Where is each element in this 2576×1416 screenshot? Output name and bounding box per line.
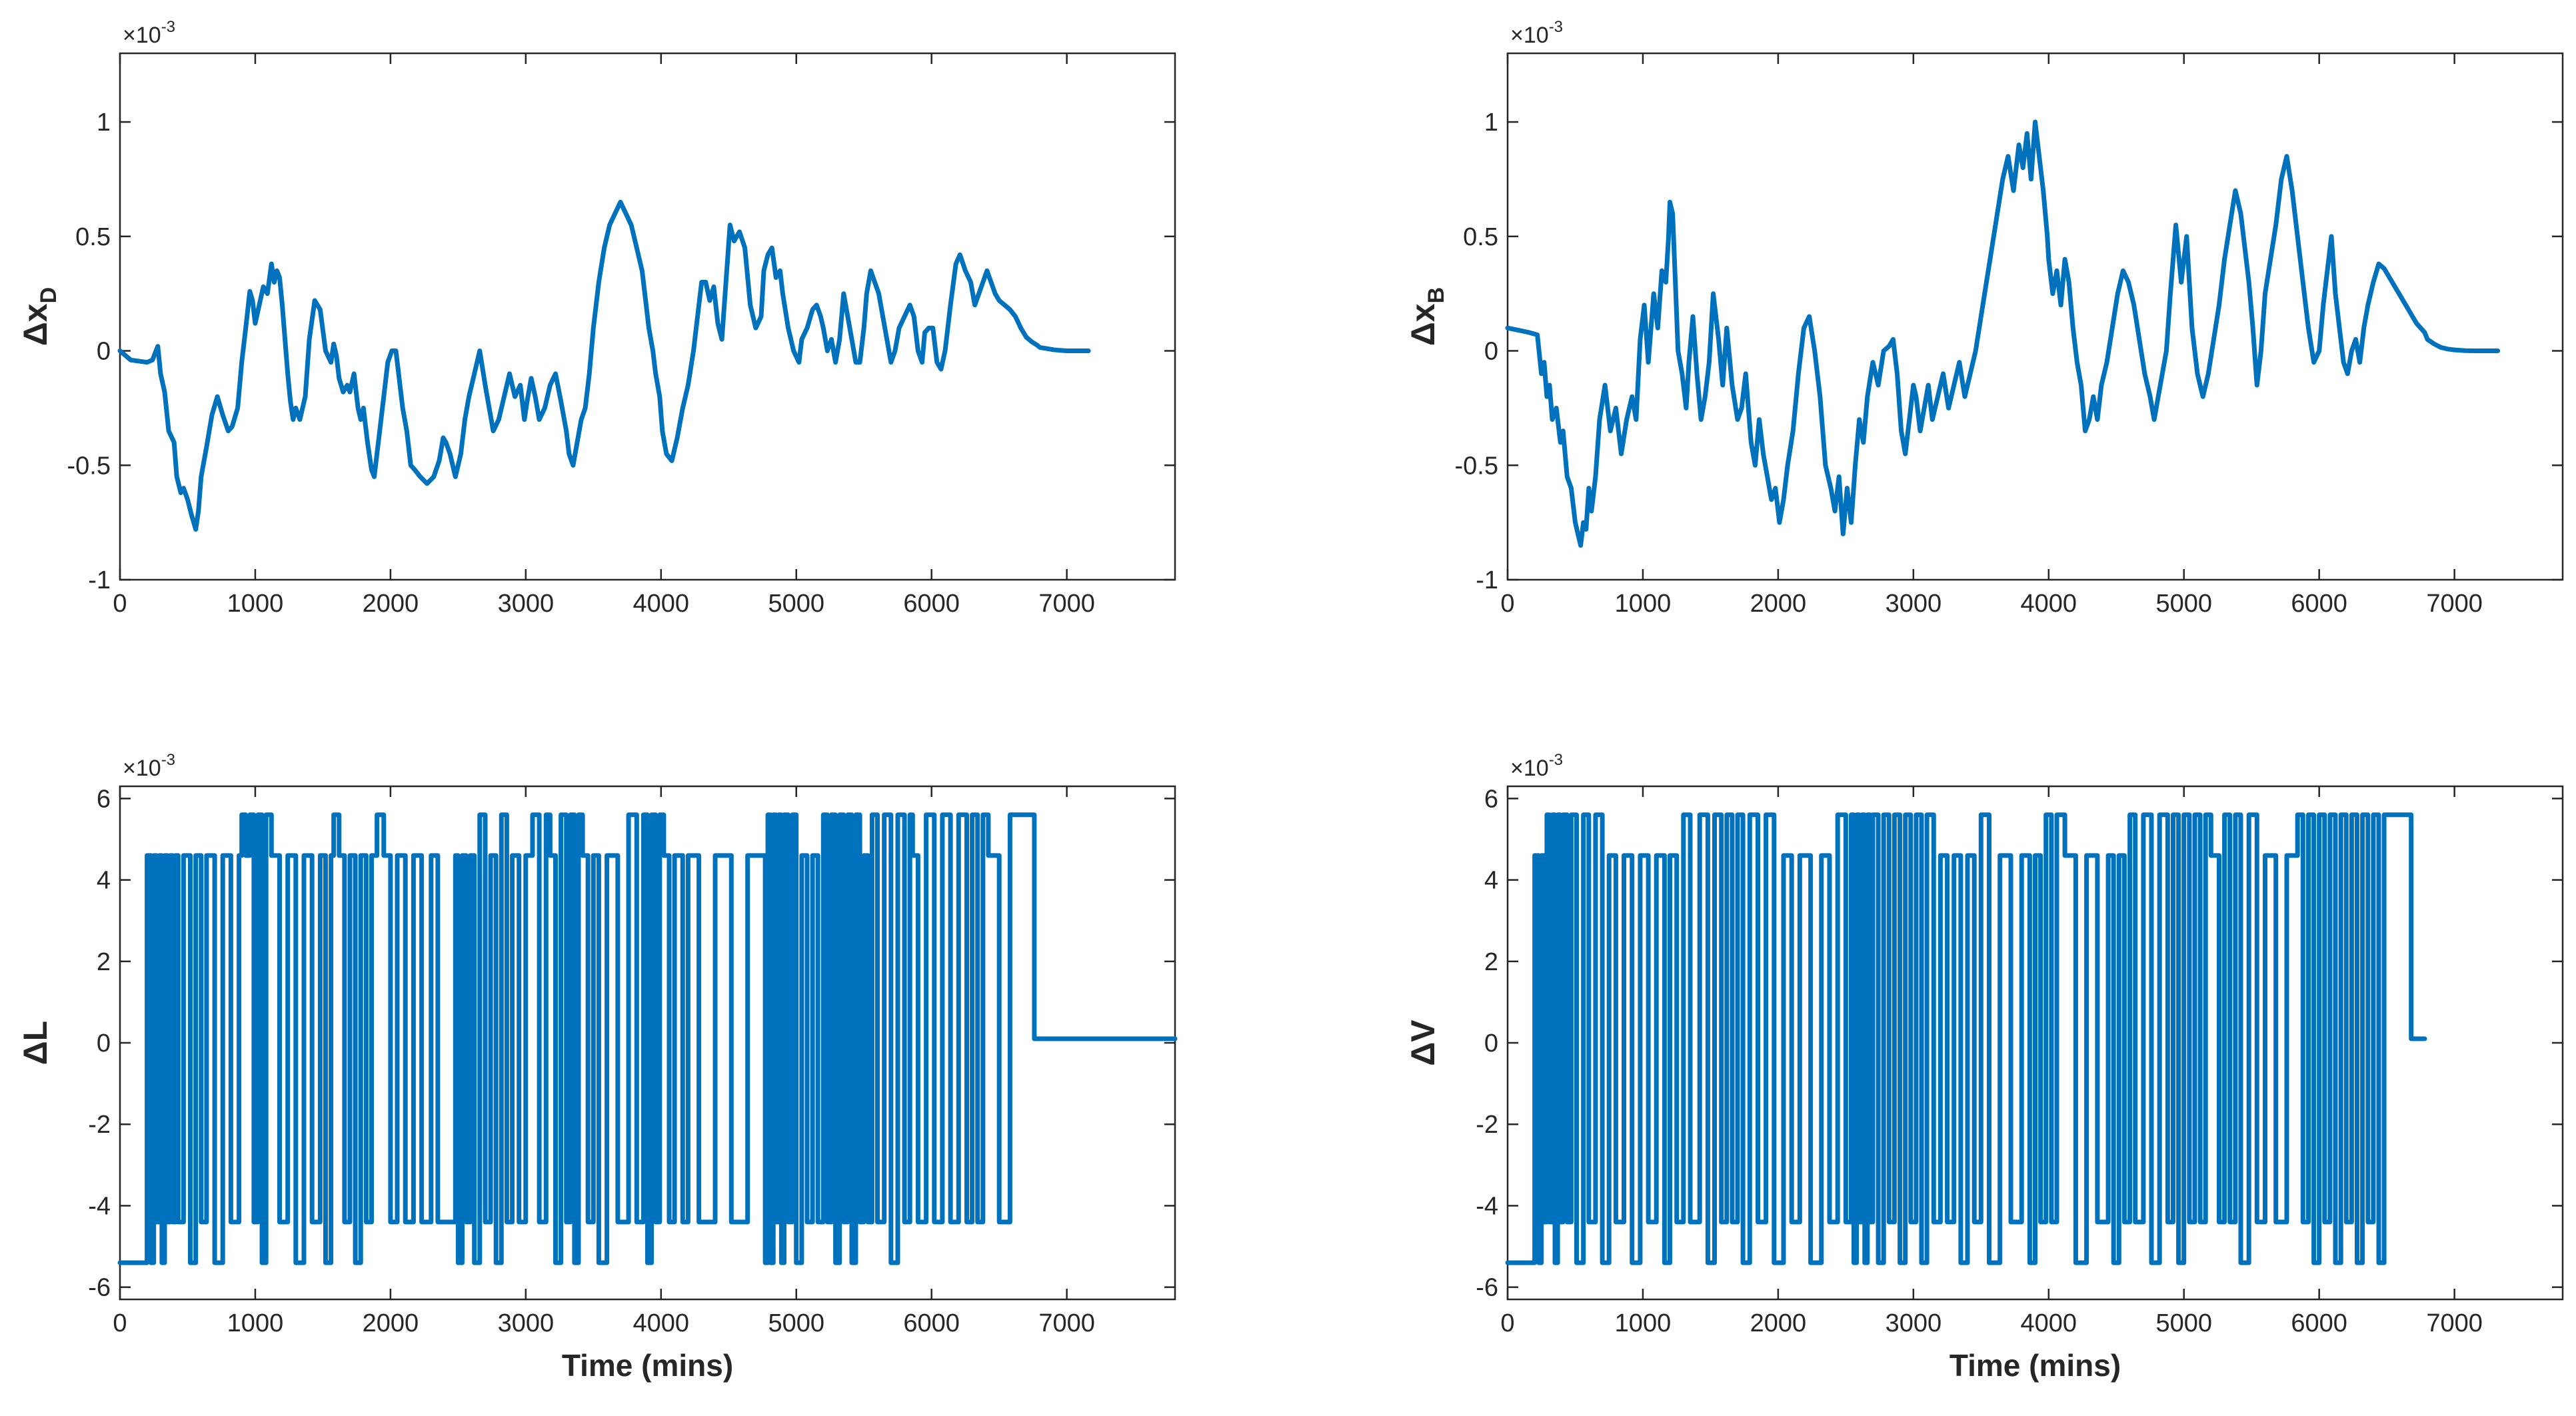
exponent-base: ×10 [1510, 23, 1549, 48]
x-tick-label: 6000 [903, 1309, 960, 1337]
y-tick-label: 4 [97, 867, 111, 895]
y-axis-label: ΔxB [1404, 287, 1449, 346]
exponent-base: ×10 [1510, 756, 1549, 781]
y-tick-label: 0 [97, 1030, 111, 1058]
x-tick-label: 1000 [227, 1309, 284, 1337]
y-axis-label: ΔV [1404, 1020, 1442, 1066]
y-axis-label-main: ΔL [17, 1021, 54, 1065]
series-line [1505, 812, 2427, 1265]
y-axis-label-subscript: D [36, 287, 61, 304]
x-tick-label: 5000 [2155, 590, 2212, 618]
y-axis-label-main: Δx [17, 303, 54, 346]
axis-exponent: ×10-3 [123, 751, 175, 781]
panel-delta-v: 0 1000 2000 3000 4000 5000 6000 7000 -6 -4 -2 0 2 4 6 ×… [1404, 751, 2564, 1383]
x-tick-label: 0 [113, 1309, 127, 1337]
y-axis-label: ΔxD [17, 287, 61, 346]
y-tick-label: -1 [88, 566, 111, 594]
y-tick-label: 0 [97, 338, 111, 366]
x-tick-label: 3000 [1886, 1309, 1942, 1337]
series-line [117, 812, 1178, 1265]
panel-delta-xb: 0 1000 2000 3000 4000 5000 6000 7000 -1 -0.5 0 0.5 1… [1404, 18, 2564, 618]
x-tick-label: 0 [1500, 590, 1514, 618]
x-axis-label: Time (mins) [1949, 1348, 2121, 1383]
x-tick-label: 4000 [633, 1309, 690, 1337]
y-tick-label: -2 [88, 1111, 111, 1139]
x-tick-label: 3000 [498, 1309, 555, 1337]
x-tick-label: 0 [1500, 1309, 1514, 1337]
y-tick-label: 4 [1484, 867, 1498, 895]
x-tick-label: 7000 [2426, 590, 2483, 618]
x-tick-label: 4000 [633, 590, 690, 618]
x-axis-label: Time (mins) [562, 1348, 733, 1383]
y-tick-label: -0.5 [67, 452, 111, 480]
y-tick-label: 1 [97, 109, 111, 137]
y-axis-label: ΔL [17, 1021, 54, 1065]
exponent-power: -3 [161, 751, 175, 769]
axis-exponent: ×10-3 [1510, 18, 1563, 48]
x-tick-label: 7000 [1038, 1309, 1095, 1337]
y-axis-label-main: ΔV [1404, 1020, 1442, 1066]
exponent-power: -3 [1549, 18, 1563, 36]
y-tick-label: -1 [1476, 566, 1498, 594]
x-tick-label: 3000 [1886, 590, 1942, 618]
y-tick-label: 2 [97, 948, 111, 976]
y-tick-label: 0.5 [1463, 223, 1498, 251]
x-tick-label: 3000 [498, 590, 555, 618]
x-tick-label: 2000 [1750, 1309, 1807, 1337]
y-axis-label-subscript: B [1424, 287, 1449, 304]
y-tick-label: -4 [88, 1192, 111, 1220]
x-tick-label: 7000 [1038, 590, 1095, 618]
series-line [1505, 119, 2501, 548]
exponent-power: -3 [161, 18, 175, 36]
y-tick-label: -6 [1476, 1274, 1498, 1302]
x-tick-label: 5000 [768, 1309, 824, 1337]
series-line [117, 199, 1091, 532]
x-tick-label: 6000 [903, 590, 960, 618]
x-tick-label: 2000 [363, 590, 419, 618]
exponent-power: -3 [1549, 751, 1563, 769]
x-tick-label: 7000 [2426, 1309, 2483, 1337]
y-tick-label: 6 [97, 785, 111, 813]
y-tick-label: 1 [1484, 109, 1498, 137]
panel-delta-l: 0 1000 2000 3000 4000 5000 6000 7000 -6 -4 -2 0 2 4 6 ×… [17, 751, 1178, 1383]
x-tick-label: 2000 [363, 1309, 419, 1337]
panel-delta-xd: 0 1000 2000 3000 4000 5000 6000 7000 -1 -0.5 0 0.5 1… [17, 18, 1176, 618]
y-tick-label: -4 [1476, 1192, 1498, 1220]
y-tick-label: 0 [1484, 1030, 1498, 1058]
y-tick-label: 2 [1484, 948, 1498, 976]
x-tick-label: 5000 [2155, 1309, 2212, 1337]
y-tick-label: 6 [1484, 785, 1498, 813]
x-tick-label: 5000 [768, 590, 824, 618]
x-tick-label: 6000 [2291, 1309, 2347, 1337]
x-tick-label: 4000 [2021, 590, 2077, 618]
x-tick-label: 1000 [227, 590, 284, 618]
x-tick-label: 0 [113, 590, 127, 618]
x-tick-label: 6000 [2291, 590, 2347, 618]
y-tick-label: -2 [1476, 1111, 1498, 1139]
y-tick-label: -0.5 [1455, 452, 1498, 480]
exponent-base: ×10 [123, 756, 161, 781]
y-tick-label: 0 [1484, 338, 1498, 366]
x-tick-label: 1000 [1615, 1309, 1672, 1337]
y-axis-label-main: Δx [1404, 303, 1442, 346]
x-tick-label: 2000 [1750, 590, 1807, 618]
y-tick-label: -6 [88, 1274, 111, 1302]
x-tick-label: 1000 [1615, 590, 1672, 618]
axis-exponent: ×10-3 [1510, 751, 1563, 781]
x-tick-label: 4000 [2021, 1309, 2077, 1337]
axis-exponent: ×10-3 [123, 18, 175, 48]
exponent-base: ×10 [123, 23, 161, 48]
y-tick-label: 0.5 [75, 223, 111, 251]
